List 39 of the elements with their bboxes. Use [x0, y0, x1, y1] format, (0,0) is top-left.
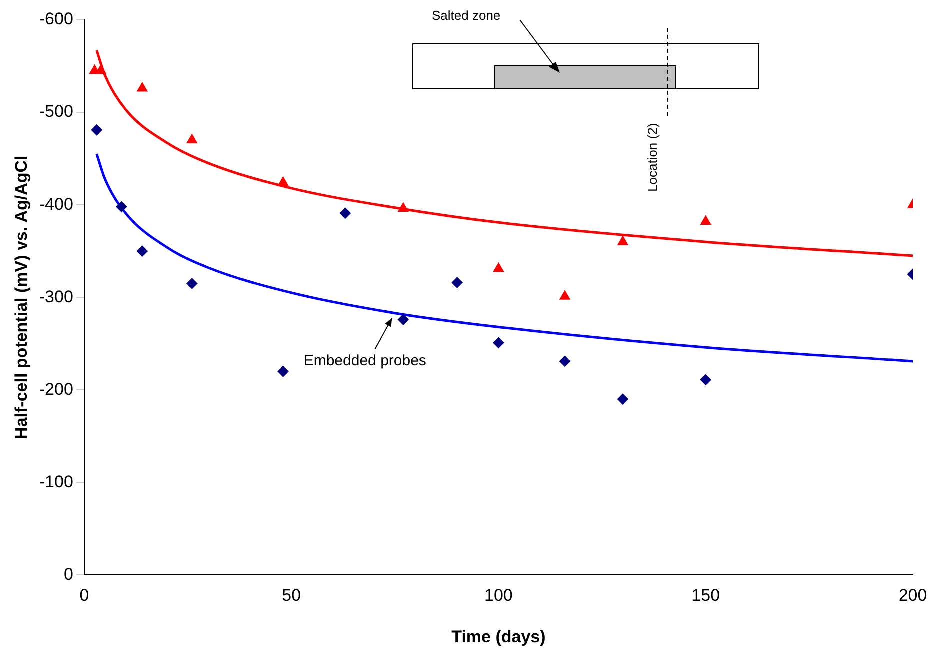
x-tick-label: 200: [898, 586, 928, 606]
x-tick-label: 100: [484, 586, 513, 606]
y-axis-title: Half-cell potential (mV) vs. Ag/AgCl: [12, 156, 31, 440]
point: [137, 82, 148, 92]
point: [186, 278, 198, 290]
y-tick-label: -100: [39, 472, 74, 492]
point: [96, 64, 106, 74]
x-tick-label: 150: [692, 586, 720, 606]
point: [452, 277, 463, 288]
y-tick-label: 0: [64, 564, 74, 584]
y-tick-label: -500: [39, 102, 74, 122]
point: [136, 246, 148, 257]
line-series: [96, 49, 913, 258]
x-tick-label: 0: [80, 586, 90, 606]
x-axis-title: Time (days): [452, 627, 546, 646]
x-tick-label: 50: [282, 586, 302, 606]
text: Embedded probes: [304, 352, 426, 370]
point: [618, 236, 628, 246]
point: [398, 202, 409, 212]
point: [116, 201, 128, 212]
point: [340, 208, 351, 219]
annotation: Salted zone: [432, 8, 501, 23]
point: [398, 314, 409, 326]
point: [618, 394, 628, 405]
point: [186, 134, 198, 144]
point: [700, 216, 712, 225]
point: [560, 290, 570, 300]
y-tick-label: -400: [39, 194, 74, 214]
point: [560, 356, 570, 367]
point: [278, 176, 289, 186]
y-tick-label: -300: [39, 287, 74, 306]
y-tick-label: -200: [39, 380, 74, 399]
point: [700, 374, 712, 386]
point: [493, 337, 504, 348]
annotation: Location (2): [645, 123, 660, 192]
point: [91, 124, 102, 136]
point: [278, 366, 289, 378]
y-tick-label: -600: [39, 10, 74, 29]
point: [493, 262, 504, 272]
